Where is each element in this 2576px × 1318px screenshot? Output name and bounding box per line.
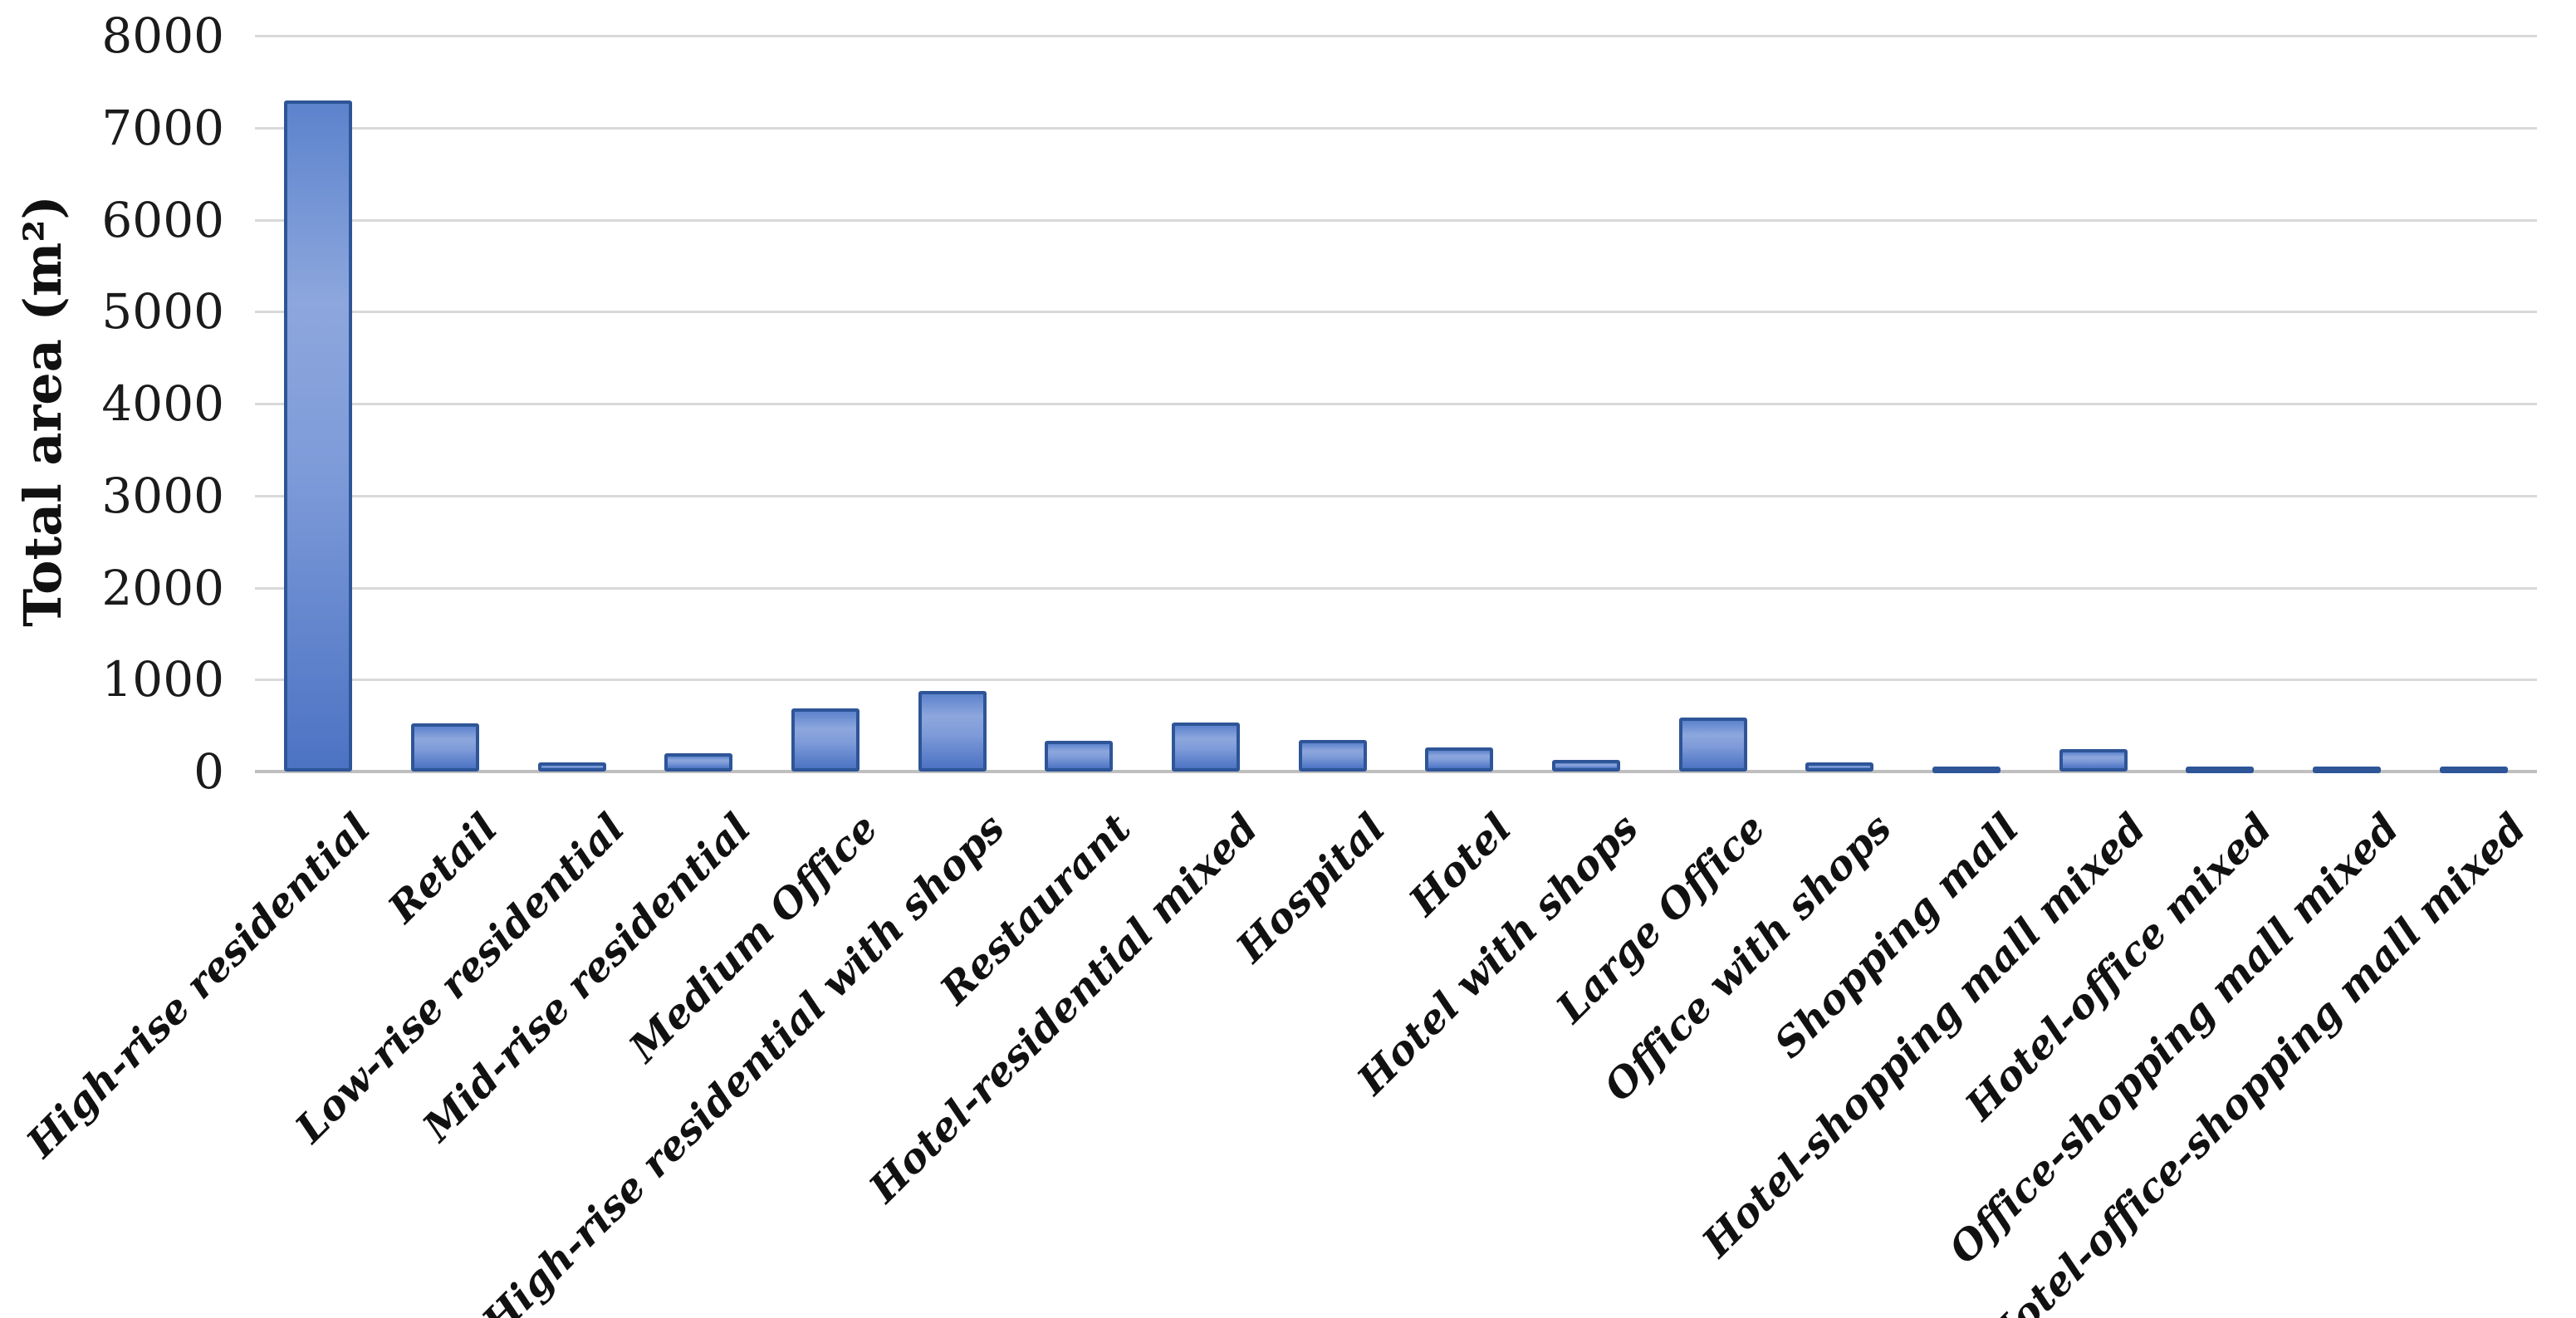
bar — [1805, 762, 1874, 772]
y-tick-label: 0 — [193, 743, 224, 800]
gridline — [255, 679, 2537, 682]
x-tick-label: Low-rise residential — [286, 805, 634, 1152]
x-tick-label: Shopping mall — [1765, 805, 2028, 1067]
x-tick-label: Large Office — [1547, 805, 1775, 1032]
x-tick-label: Retail — [380, 805, 507, 933]
bar — [791, 708, 859, 772]
bar — [284, 100, 353, 772]
x-tick-label: Office-shopping mall mixed — [1940, 805, 2408, 1273]
bar — [2059, 749, 2128, 772]
bar — [2439, 767, 2508, 774]
y-tick-label: 7000 — [101, 99, 224, 156]
gridline — [255, 311, 2537, 314]
gridline — [255, 586, 2537, 590]
bar — [1045, 741, 1114, 772]
bar — [918, 690, 987, 772]
x-tick-label: Hotel-shopping mall mixed — [1693, 805, 2155, 1267]
y-tick-label: 2000 — [101, 559, 224, 616]
y-tick-label: 1000 — [101, 651, 224, 708]
bar — [1425, 747, 1494, 772]
x-tick-label: Hotel — [1400, 805, 1521, 925]
y-tick-label: 5000 — [101, 283, 224, 341]
bar — [1298, 740, 1367, 772]
x-tick-label: High-rise residential with shops — [473, 805, 1014, 1318]
gridline — [255, 126, 2537, 130]
bar — [1932, 767, 2001, 774]
gridline — [255, 35, 2537, 37]
y-tick-label: 6000 — [101, 191, 224, 248]
x-tick-label: Medium Office — [620, 805, 887, 1071]
bar — [411, 723, 479, 772]
x-tick-label: High-rise residential — [17, 805, 380, 1167]
bar — [664, 752, 733, 772]
gridline — [255, 218, 2537, 222]
x-tick-label: Mid-rise residential — [414, 805, 761, 1151]
bar — [1678, 717, 1747, 772]
x-axis-line — [255, 770, 2537, 773]
y-tick-label: 4000 — [101, 375, 224, 432]
x-tick-label: Hotel-office mixed — [1956, 805, 2282, 1129]
bar — [1172, 723, 1240, 772]
gridline — [255, 494, 2537, 497]
bar — [1552, 759, 1620, 772]
bar — [2186, 766, 2255, 773]
x-tick-label: Hotel with shops — [1349, 805, 1648, 1105]
x-tick-label: Office with shops — [1595, 805, 1902, 1111]
gridline — [255, 403, 2537, 405]
y-tick-label: 3000 — [101, 467, 224, 524]
bar — [2313, 766, 2381, 773]
x-tick-label: Hotel-residential mixed — [860, 805, 1267, 1212]
bar — [537, 762, 606, 772]
x-tick-label: Hotel-office-shopping mall mixed — [1974, 805, 2535, 1318]
y-tick-label: 8000 — [101, 7, 224, 64]
x-tick-label: Hospital — [1227, 805, 1394, 972]
x-tick-label: Restaurant — [932, 805, 1141, 1014]
